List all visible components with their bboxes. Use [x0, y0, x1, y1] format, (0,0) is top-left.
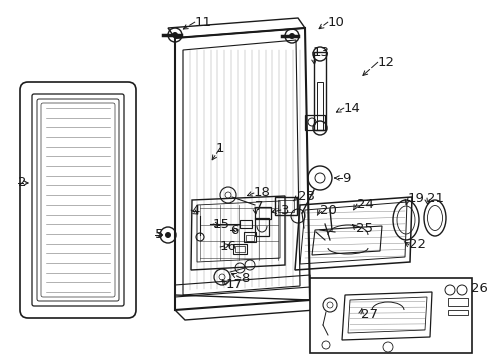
Text: 24: 24: [356, 198, 373, 211]
Bar: [254, 207, 270, 219]
Text: 23: 23: [297, 190, 314, 203]
Circle shape: [164, 232, 171, 238]
Text: 22: 22: [408, 238, 425, 252]
Bar: [240, 220, 251, 228]
Text: 9: 9: [341, 171, 350, 184]
Bar: [313, 52, 325, 130]
Bar: [232, 244, 246, 254]
Text: 5: 5: [155, 229, 163, 242]
Text: 14: 14: [343, 102, 360, 114]
Bar: [316, 82, 323, 130]
Text: 18: 18: [253, 186, 270, 199]
Text: 11: 11: [195, 15, 212, 28]
Bar: [278, 200, 293, 212]
Text: 27: 27: [360, 307, 377, 320]
Text: 7: 7: [254, 201, 263, 213]
Text: 17: 17: [225, 279, 243, 292]
Bar: [245, 235, 253, 241]
Text: 19: 19: [407, 192, 424, 204]
Bar: [274, 197, 296, 215]
Text: 1: 1: [215, 141, 224, 154]
Text: 10: 10: [327, 15, 344, 28]
Text: 12: 12: [377, 55, 394, 68]
Text: 3: 3: [281, 203, 289, 216]
Bar: [305, 115, 325, 130]
Text: 2: 2: [18, 176, 26, 189]
Bar: [447, 298, 467, 306]
Text: 8: 8: [241, 271, 249, 284]
Text: 4: 4: [191, 203, 199, 216]
Text: 26: 26: [470, 282, 487, 294]
Circle shape: [288, 33, 294, 39]
Bar: [254, 218, 268, 236]
Bar: [309, 278, 471, 353]
Text: 16: 16: [220, 240, 236, 253]
Bar: [235, 246, 244, 252]
Bar: [447, 310, 467, 315]
Text: 6: 6: [229, 224, 238, 237]
Circle shape: [172, 32, 178, 38]
Text: 21: 21: [426, 192, 443, 204]
Text: 25: 25: [355, 221, 372, 234]
Text: 15: 15: [213, 217, 229, 230]
Text: 13: 13: [312, 45, 329, 58]
Text: 20: 20: [319, 203, 336, 216]
Bar: [244, 232, 256, 242]
